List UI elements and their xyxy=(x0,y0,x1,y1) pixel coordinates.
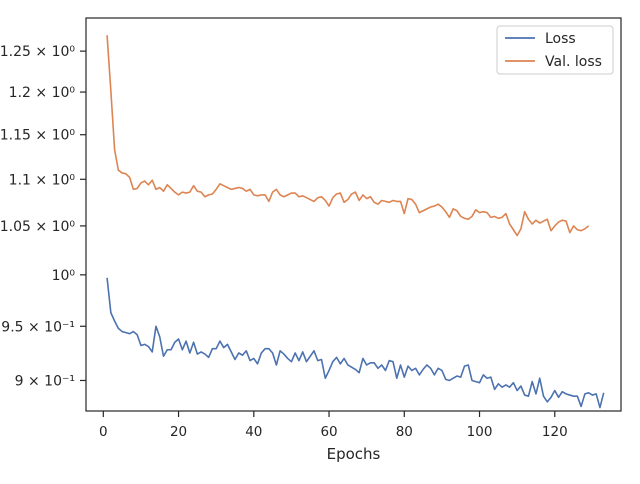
x-tick-label: 100 xyxy=(467,424,493,440)
y-tick-label: 9.5 × 10⁻¹ xyxy=(1,319,75,335)
series-line-val-loss xyxy=(106,35,590,237)
plot-frame xyxy=(85,17,622,412)
x-tick-label: 40 xyxy=(245,424,262,440)
y-tick-label: 1.2 × 10⁰ xyxy=(9,85,76,101)
y-tick-label: 10⁰ xyxy=(52,268,76,284)
y-tick-label: 1.1 × 10⁰ xyxy=(9,172,76,188)
y-tick-label: 1.05 × 10⁰ xyxy=(0,219,75,235)
plot-area xyxy=(86,18,621,411)
series-line-loss xyxy=(106,277,605,409)
x-tick-label: 60 xyxy=(320,424,337,440)
x-axis-label: Epochs xyxy=(327,445,381,463)
legend: Loss Val. loss xyxy=(496,25,614,75)
y-tick-label: 1.15 × 10⁰ xyxy=(0,128,75,144)
series-layer xyxy=(106,35,605,409)
legend-label: Loss xyxy=(545,31,576,47)
x-tick-label: 120 xyxy=(542,424,568,440)
x-tick-label: 20 xyxy=(170,424,187,440)
tick-layer: 0 20 40 60 80 100 120 9 × 10⁻¹ 9.5 × 10⁻¹ 10⁰ 1.05… xyxy=(0,44,568,440)
y-tick-label: 9 × 10⁻¹ xyxy=(15,373,75,389)
legend-label: Val. loss xyxy=(545,54,602,70)
x-tick-label: 80 xyxy=(396,424,413,440)
x-tick-label: 0 xyxy=(99,424,108,440)
y-tick-label: 1.25 × 10⁰ xyxy=(0,44,75,60)
